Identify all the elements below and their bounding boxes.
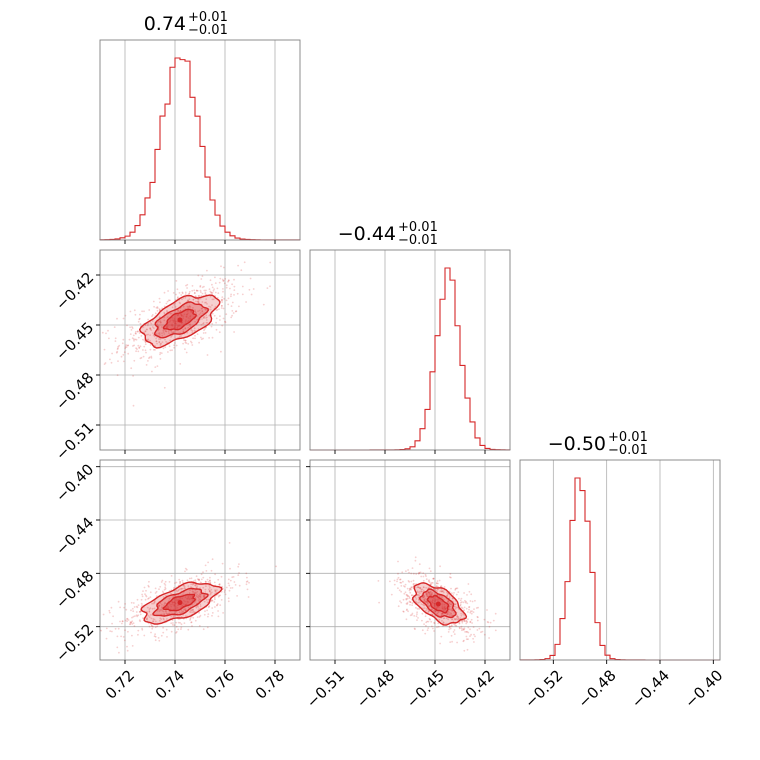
y-tick-label: −0.45	[52, 319, 97, 364]
density-peak	[177, 600, 183, 606]
y-tick-label: −0.42	[52, 269, 97, 314]
param-minus-1: −0.01	[398, 233, 438, 248]
x-tick-label: −0.52	[521, 666, 566, 711]
histogram-panel-0: 0.74 +0.01−0.01	[99, 10, 301, 244]
panel-frame	[99, 459, 301, 661]
y-tick-label: −0.51	[52, 419, 97, 464]
param-minus-0: −0.01	[188, 23, 228, 38]
density-panel-2-0	[96, 459, 301, 664]
panel-frame	[309, 249, 511, 451]
x-tick-label: 0.78	[252, 666, 288, 702]
y-tick-label: −0.48	[52, 567, 97, 612]
x-tick-label: 0.76	[202, 666, 238, 702]
param-median-2: −0.50	[548, 433, 606, 455]
x-tick-label: −0.48	[575, 666, 620, 711]
param-median-1: −0.44	[338, 223, 396, 245]
param-minus-2: −0.01	[608, 443, 648, 458]
density-panel-1-0	[96, 249, 301, 454]
param-plus-1: +0.01	[398, 220, 438, 235]
param-median-0: 0.74	[144, 13, 186, 35]
x-tick-label: −0.45	[403, 666, 448, 711]
param-plus-0: +0.01	[188, 10, 228, 25]
x-tick-label: −0.40	[681, 666, 726, 711]
x-tick-label: −0.51	[303, 666, 348, 711]
density-peak	[435, 601, 441, 607]
y-tick-label: −0.40	[52, 460, 97, 505]
x-tick-label: −0.44	[628, 666, 673, 711]
y-tick-label: −0.44	[52, 514, 97, 559]
x-tick-label: −0.42	[453, 666, 498, 711]
x-tick-label: −0.48	[353, 666, 398, 711]
panel-frame	[99, 39, 301, 241]
x-tick-label: 0.74	[152, 666, 188, 702]
panel-frame	[309, 459, 511, 661]
histogram-panel-2: −0.50 +0.01−0.01	[519, 430, 721, 664]
density-peak	[177, 317, 183, 323]
density-panel-2-1	[306, 459, 511, 664]
param-plus-2: +0.01	[608, 430, 648, 445]
x-tick-label: 0.72	[102, 666, 138, 702]
y-tick-label: −0.52	[52, 620, 97, 665]
y-tick-label: −0.48	[52, 369, 97, 414]
panel-frame	[99, 249, 301, 451]
histogram-panel-1: −0.44 +0.01−0.01	[309, 220, 511, 454]
panel-frame	[519, 459, 721, 661]
